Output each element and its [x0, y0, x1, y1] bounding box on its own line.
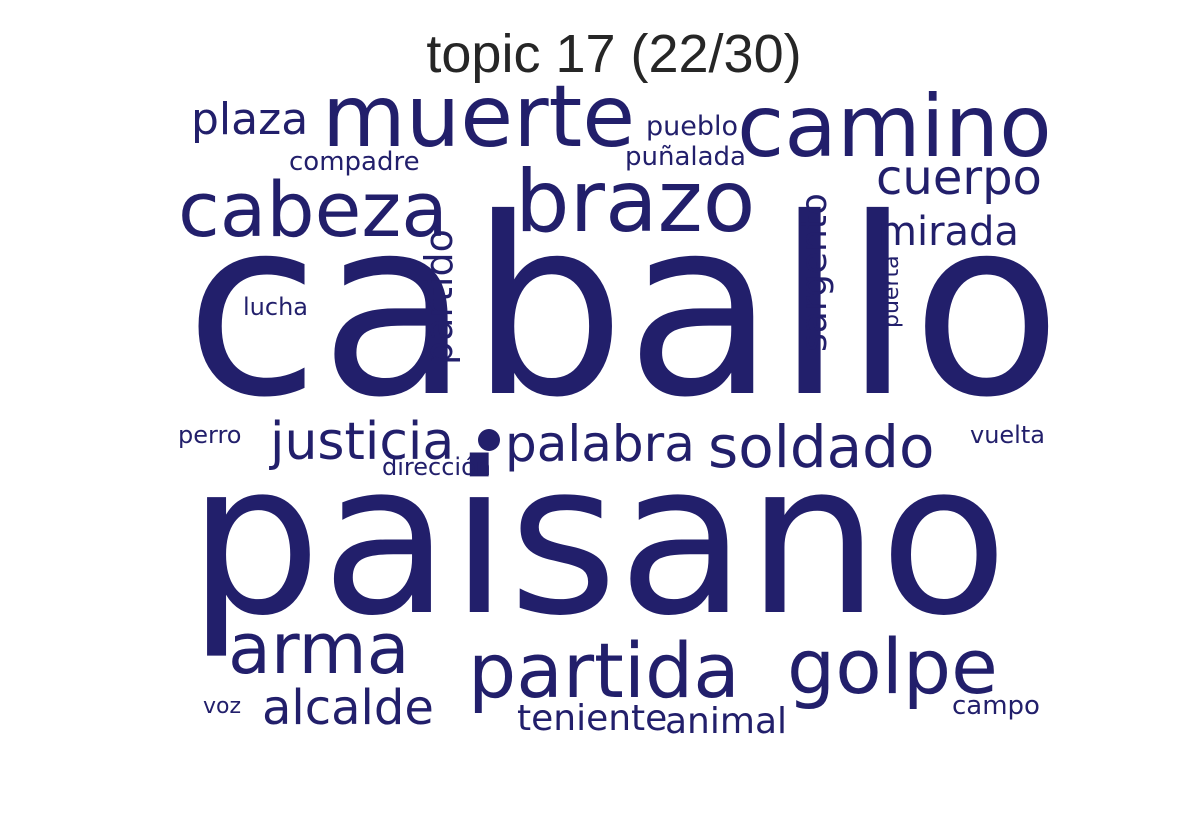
word-lucha: lucha	[243, 293, 308, 321]
word-dirección: dirección	[382, 453, 491, 481]
word-golpe: golpe	[787, 622, 998, 711]
word-cuerpo: cuerpo	[876, 150, 1042, 206]
word-palabra: palabra	[505, 415, 695, 473]
word-muerte: muerte	[322, 67, 635, 167]
word-campo: campo	[952, 691, 1040, 721]
word-sargento: sargento	[794, 193, 835, 352]
word-partida: partida	[468, 626, 740, 715]
word-brazo: brazo	[515, 152, 755, 252]
word-teniente: teniente	[517, 698, 667, 739]
word-animal: animal	[665, 701, 787, 742]
word-cabeza: cabeza	[178, 165, 448, 254]
word-vuelta: vuelta	[970, 421, 1045, 449]
word-soldado: soldado	[708, 413, 934, 481]
word-plaza: plaza	[191, 94, 308, 145]
word-mirada: mirada	[878, 209, 1019, 255]
word-camino: camino	[737, 77, 1052, 177]
word-caballo: caballo	[185, 166, 1062, 451]
word-partido: partido	[417, 229, 461, 365]
word-paisano: paisano	[188, 417, 1008, 662]
word-arma: arma	[228, 608, 410, 690]
word-alcalde: alcalde	[262, 680, 434, 736]
word-compadre: compadre	[289, 147, 420, 177]
dot-mark	[478, 429, 500, 451]
word-justicia: justicia	[269, 412, 454, 472]
word-puerta: puerta	[879, 255, 904, 328]
word-voz: voz	[203, 694, 241, 719]
word-pueblo: pueblo	[646, 111, 738, 142]
word-puñalada: puñalada	[625, 142, 746, 172]
chart-title: topic 17 (22/30)	[426, 24, 801, 84]
word-perro: perro	[178, 421, 241, 449]
